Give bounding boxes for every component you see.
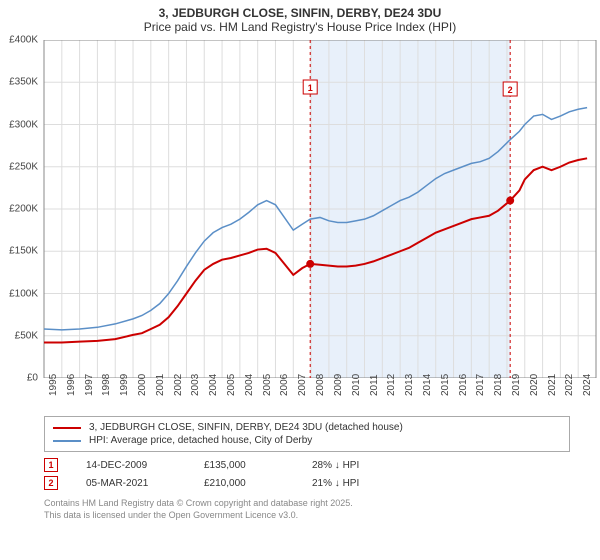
legend-row-price-paid: 3, JEDBURGH CLOSE, SINFIN, DERBY, DE24 3…	[53, 421, 561, 434]
marker-number-box: 2	[44, 476, 58, 490]
line-chart-svg: 12	[0, 40, 600, 378]
marker-price: £210,000	[204, 478, 284, 489]
legend-row-hpi: HPI: Average price, detached house, City…	[53, 434, 561, 447]
marker-price: £135,000	[204, 460, 284, 471]
marker-delta: 28% ↓ HPI	[312, 460, 359, 471]
svg-text:1: 1	[308, 83, 313, 93]
attribution-text: Contains HM Land Registry data © Crown c…	[44, 498, 570, 521]
chart-area: £0£50K£100K£150K£200K£250K£300K£350K£400…	[0, 40, 600, 410]
legend-box: 3, JEDBURGH CLOSE, SINFIN, DERBY, DE24 3…	[44, 416, 570, 452]
marker-delta: 21% ↓ HPI	[312, 478, 359, 489]
legend-label: 3, JEDBURGH CLOSE, SINFIN, DERBY, DE24 3…	[89, 422, 403, 433]
marker-row: 2 05-MAR-2021 £210,000 21% ↓ HPI	[44, 474, 570, 492]
svg-text:2: 2	[508, 85, 513, 95]
attribution-line: This data is licensed under the Open Gov…	[44, 510, 570, 522]
chart-subtitle: Price paid vs. HM Land Registry's House …	[0, 20, 600, 34]
marker-row: 1 14-DEC-2009 £135,000 28% ↓ HPI	[44, 456, 570, 474]
chart-title: 3, JEDBURGH CLOSE, SINFIN, DERBY, DE24 3…	[0, 0, 600, 20]
marker-date: 05-MAR-2021	[86, 478, 176, 489]
marker-date: 14-DEC-2009	[86, 460, 176, 471]
attribution-line: Contains HM Land Registry data © Crown c…	[44, 498, 570, 510]
legend-swatch	[53, 427, 81, 429]
marker-number-box: 1	[44, 458, 58, 472]
legend-label: HPI: Average price, detached house, City…	[89, 435, 312, 446]
legend-swatch	[53, 440, 81, 442]
marker-details: 1 14-DEC-2009 £135,000 28% ↓ HPI 2 05-MA…	[44, 456, 570, 492]
